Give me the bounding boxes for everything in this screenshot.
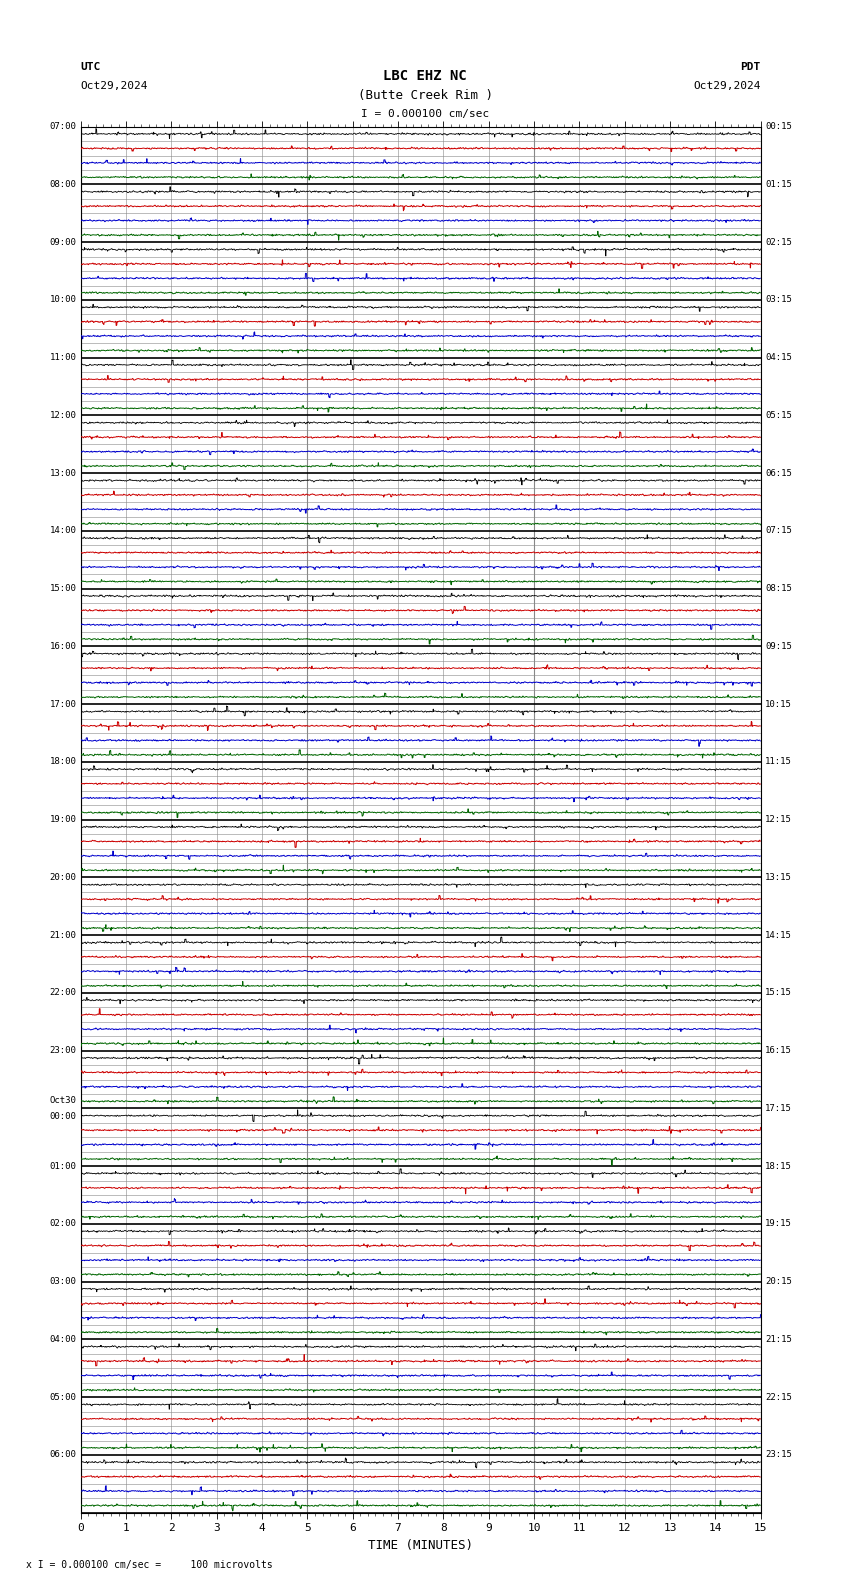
Text: 01:15: 01:15 — [765, 181, 792, 188]
Text: 08:15: 08:15 — [765, 584, 792, 594]
Text: 09:15: 09:15 — [765, 642, 792, 651]
Text: 20:00: 20:00 — [49, 873, 76, 882]
Text: 14:15: 14:15 — [765, 931, 792, 939]
Text: 04:15: 04:15 — [765, 353, 792, 363]
Text: 00:00: 00:00 — [49, 1112, 76, 1120]
Text: (Butte Creek Rim ): (Butte Creek Rim ) — [358, 89, 492, 101]
Text: UTC: UTC — [81, 62, 101, 71]
Text: 01:00: 01:00 — [49, 1161, 76, 1171]
Text: 03:00: 03:00 — [49, 1277, 76, 1286]
Text: 21:00: 21:00 — [49, 931, 76, 939]
Text: 07:15: 07:15 — [765, 526, 792, 535]
Text: 17:00: 17:00 — [49, 700, 76, 708]
Text: 02:00: 02:00 — [49, 1220, 76, 1229]
Text: 20:15: 20:15 — [765, 1277, 792, 1286]
Text: 17:15: 17:15 — [765, 1104, 792, 1114]
Text: 06:15: 06:15 — [765, 469, 792, 478]
Text: 23:00: 23:00 — [49, 1045, 76, 1055]
Text: 12:00: 12:00 — [49, 410, 76, 420]
Text: Oct29,2024: Oct29,2024 — [81, 81, 148, 90]
Text: 18:15: 18:15 — [765, 1161, 792, 1171]
Text: 00:15: 00:15 — [765, 122, 792, 131]
Text: 04:00: 04:00 — [49, 1335, 76, 1343]
Text: 05:00: 05:00 — [49, 1392, 76, 1402]
Text: 08:00: 08:00 — [49, 181, 76, 188]
Text: 14:00: 14:00 — [49, 526, 76, 535]
Text: 10:00: 10:00 — [49, 296, 76, 304]
Text: PDT: PDT — [740, 62, 761, 71]
Text: 13:15: 13:15 — [765, 873, 792, 882]
Text: 21:15: 21:15 — [765, 1335, 792, 1343]
Text: 11:15: 11:15 — [765, 757, 792, 767]
Text: Oct30: Oct30 — [49, 1096, 76, 1106]
Text: 12:15: 12:15 — [765, 816, 792, 824]
Text: 05:15: 05:15 — [765, 410, 792, 420]
Text: 22:15: 22:15 — [765, 1392, 792, 1402]
Text: 11:00: 11:00 — [49, 353, 76, 363]
Text: 19:15: 19:15 — [765, 1220, 792, 1229]
Text: LBC EHZ NC: LBC EHZ NC — [383, 70, 467, 82]
Text: 07:00: 07:00 — [49, 122, 76, 131]
Text: 22:00: 22:00 — [49, 988, 76, 998]
Text: 15:00: 15:00 — [49, 584, 76, 594]
Text: 19:00: 19:00 — [49, 816, 76, 824]
Text: 16:00: 16:00 — [49, 642, 76, 651]
Text: x I = 0.000100 cm/sec =     100 microvolts: x I = 0.000100 cm/sec = 100 microvolts — [26, 1560, 272, 1570]
Text: 10:15: 10:15 — [765, 700, 792, 708]
Text: 06:00: 06:00 — [49, 1451, 76, 1459]
X-axis label: TIME (MINUTES): TIME (MINUTES) — [368, 1538, 473, 1552]
Text: I = 0.000100 cm/sec: I = 0.000100 cm/sec — [361, 109, 489, 119]
Text: 03:15: 03:15 — [765, 296, 792, 304]
Text: 09:00: 09:00 — [49, 238, 76, 247]
Text: 18:00: 18:00 — [49, 757, 76, 767]
Text: 15:15: 15:15 — [765, 988, 792, 998]
Text: 02:15: 02:15 — [765, 238, 792, 247]
Text: 13:00: 13:00 — [49, 469, 76, 478]
Text: 16:15: 16:15 — [765, 1045, 792, 1055]
Text: 23:15: 23:15 — [765, 1451, 792, 1459]
Text: Oct29,2024: Oct29,2024 — [694, 81, 761, 90]
